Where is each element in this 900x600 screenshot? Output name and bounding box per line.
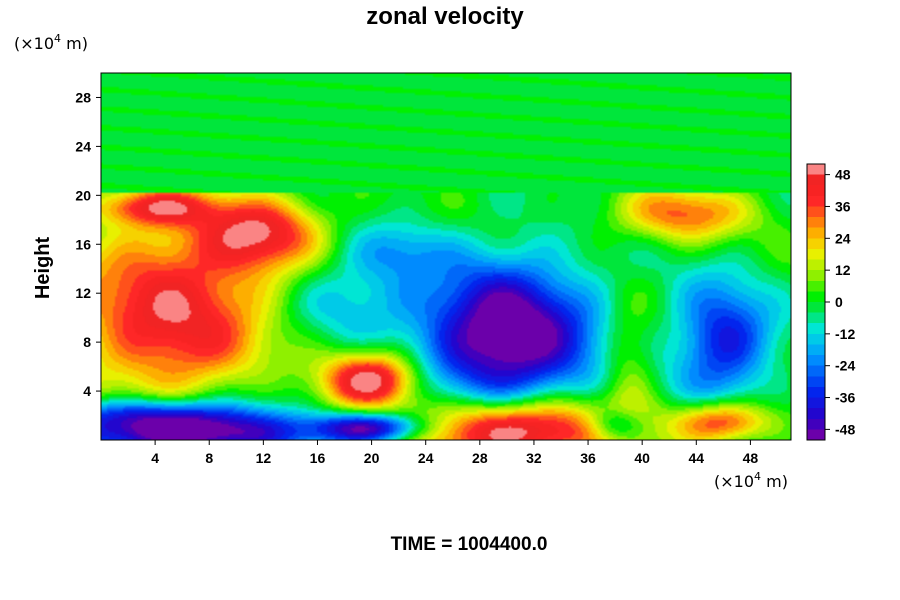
colorbar-tick-label: 24 (835, 230, 851, 246)
colorbar-tick-label: -24 (835, 358, 855, 374)
x-tick-label: 12 (256, 450, 272, 466)
colorbar-tick-label: -12 (835, 326, 855, 342)
x-tick-label: 40 (634, 450, 650, 466)
colorbar-tick-label: -36 (835, 390, 855, 406)
plot-area (100, 72, 792, 441)
colorbar-gradient (807, 164, 825, 440)
x-axis-ticks: 4 8 12 16 20 24 28 32 36 40 44 48 (151, 440, 758, 466)
y-tick-label: 12 (75, 285, 91, 301)
x-tick-label: 48 (743, 450, 759, 466)
colorbar: 48 36 24 12 0 -12 -24 -36 -48 (806, 163, 855, 441)
y-tick-label: 4 (83, 383, 91, 399)
x-tick-label: 4 (151, 450, 159, 466)
heatmap-field (101, 73, 791, 440)
y-axis-label: Height (32, 237, 54, 300)
x-tick-label: 44 (689, 450, 705, 466)
y-tick-label: 16 (75, 236, 91, 252)
colorbar-tick-label: 0 (835, 294, 843, 310)
colorbar-tick-label: 48 (835, 167, 851, 183)
x-tick-label: 20 (364, 450, 380, 466)
y-axis-unit: (×104 m) (14, 32, 88, 53)
y-tick-label: 28 (75, 89, 91, 105)
y-axis-ticks: 4 8 12 16 20 24 28 (75, 89, 101, 399)
plot-frame (100, 72, 792, 441)
x-tick-label: 24 (418, 450, 434, 466)
x-tick-label: 28 (472, 450, 488, 466)
colorbar-tick-label: 36 (835, 198, 851, 214)
x-axis-unit: (×104 m) (714, 470, 788, 491)
colorbar-tick-label: -48 (835, 421, 855, 437)
colorbar-tick-label: 12 (835, 262, 851, 278)
y-tick-label: 8 (83, 334, 91, 350)
y-tick-label: 20 (75, 187, 91, 203)
x-tick-label: 36 (580, 450, 596, 466)
y-tick-label: 24 (75, 138, 91, 154)
x-tick-label: 32 (526, 450, 542, 466)
x-tick-label: 16 (310, 450, 326, 466)
time-label: TIME = 1004400.0 (391, 534, 548, 555)
x-tick-label: 8 (205, 450, 213, 466)
colorbar-ticks: 48 36 24 12 0 -12 -24 -36 -48 (825, 167, 855, 437)
chart-title: zonal velocity (366, 3, 524, 30)
